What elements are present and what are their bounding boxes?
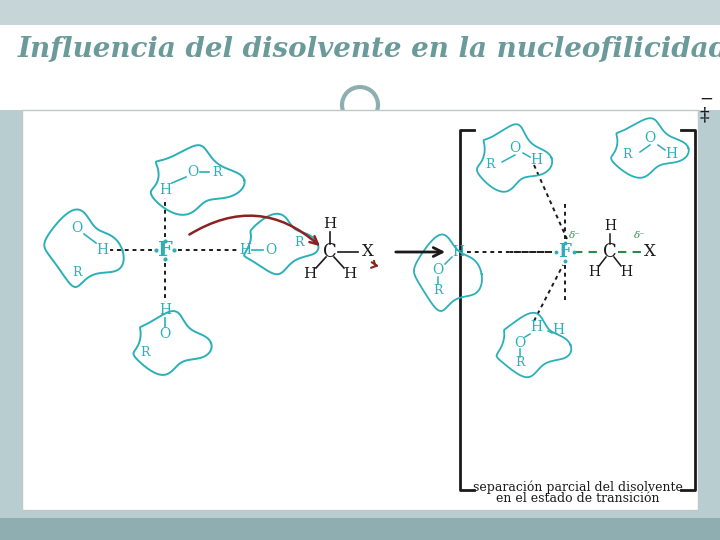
- Text: O: O: [644, 131, 656, 145]
- Text: R: R: [433, 284, 443, 296]
- Text: H: H: [452, 245, 464, 259]
- Text: O: O: [71, 221, 83, 235]
- Text: O: O: [433, 263, 444, 277]
- Text: separación parcial del disolvente: separación parcial del disolvente: [472, 481, 683, 494]
- Text: O: O: [514, 336, 526, 350]
- Text: H: H: [665, 147, 677, 161]
- FancyBboxPatch shape: [22, 110, 698, 510]
- Text: H: H: [604, 219, 616, 233]
- Text: H: H: [530, 153, 542, 167]
- Text: δ⁻: δ⁻: [569, 231, 581, 240]
- Text: F: F: [559, 243, 572, 261]
- FancyBboxPatch shape: [0, 110, 720, 518]
- Text: R: R: [485, 158, 495, 171]
- Text: H: H: [620, 265, 632, 279]
- Text: R: R: [212, 165, 222, 179]
- Text: R: R: [140, 346, 150, 359]
- Text: O: O: [187, 165, 199, 179]
- Text: H: H: [588, 265, 600, 279]
- Text: R: R: [294, 235, 304, 248]
- Text: H: H: [552, 323, 564, 337]
- Text: H: H: [239, 243, 251, 257]
- Text: δ⁻: δ⁻: [634, 231, 646, 240]
- Text: F: F: [158, 240, 172, 260]
- Text: O: O: [266, 243, 276, 257]
- Text: X: X: [644, 244, 656, 260]
- FancyBboxPatch shape: [0, 0, 720, 110]
- Text: H: H: [530, 320, 542, 334]
- Text: R: R: [622, 147, 631, 160]
- Text: R: R: [516, 356, 525, 369]
- Text: O: O: [159, 327, 171, 341]
- Text: O: O: [509, 141, 521, 155]
- Text: −: −: [699, 91, 713, 108]
- Text: C: C: [603, 243, 617, 261]
- Text: X: X: [362, 244, 374, 260]
- Text: H: H: [159, 183, 171, 197]
- Text: H: H: [96, 243, 108, 257]
- FancyBboxPatch shape: [0, 0, 720, 25]
- Text: R: R: [72, 266, 82, 279]
- Text: Influencia del disolvente en la nucleofilicidad.: Influencia del disolvente en la nucleofi…: [18, 37, 720, 64]
- Text: H: H: [303, 267, 317, 281]
- Text: C: C: [323, 243, 337, 261]
- Text: H: H: [159, 303, 171, 317]
- Text: H: H: [323, 217, 337, 231]
- Text: en el estado de transición: en el estado de transición: [496, 492, 660, 505]
- Text: H: H: [343, 267, 356, 281]
- FancyBboxPatch shape: [0, 518, 720, 540]
- Text: ‡: ‡: [699, 106, 708, 124]
